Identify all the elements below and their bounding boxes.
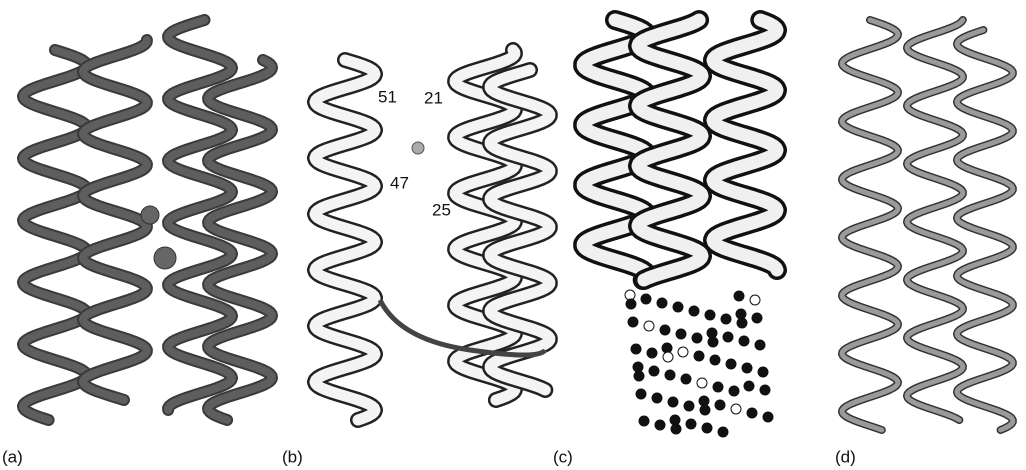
atom — [713, 382, 723, 392]
atom — [715, 400, 725, 410]
atom — [750, 295, 760, 305]
atom — [639, 416, 649, 426]
atom — [692, 333, 702, 343]
atom — [670, 415, 680, 425]
atom — [625, 290, 635, 300]
atom — [726, 359, 736, 369]
atom — [705, 310, 715, 320]
atom — [660, 325, 670, 335]
atom — [633, 362, 643, 372]
atom — [671, 424, 681, 434]
atom — [737, 318, 747, 328]
atom — [689, 306, 699, 316]
atom — [665, 370, 675, 380]
figure: (a) (b) (c) (d) 51 21 47 25 — [0, 0, 1026, 470]
atom — [734, 291, 744, 301]
atom — [628, 317, 638, 327]
atom — [668, 397, 678, 407]
atom — [752, 313, 762, 323]
atom — [758, 367, 768, 377]
atom — [678, 347, 688, 357]
atom — [684, 401, 694, 411]
atom — [700, 405, 710, 415]
atom — [736, 309, 746, 319]
residue-label: 51 — [378, 87, 397, 106]
atom — [721, 314, 731, 324]
panel-label: (c) — [553, 447, 573, 466]
atom — [755, 340, 765, 350]
atom — [681, 374, 691, 384]
atom — [631, 344, 641, 354]
structure-art — [23, 20, 1013, 437]
helix — [83, 40, 147, 400]
atom — [641, 294, 651, 304]
atom — [699, 396, 709, 406]
atom — [763, 412, 773, 422]
atom — [676, 329, 686, 339]
atom — [731, 404, 741, 414]
atom — [707, 328, 717, 338]
metal-ion — [154, 247, 176, 269]
panel-label: (d) — [835, 447, 856, 466]
atom — [739, 336, 749, 346]
atom — [655, 420, 665, 430]
atom — [723, 332, 733, 342]
atom — [626, 299, 636, 309]
residue-label: 21 — [424, 88, 443, 107]
atom — [649, 366, 659, 376]
metal-ion — [141, 206, 159, 224]
atom — [744, 381, 754, 391]
panel-label: (a) — [2, 447, 23, 466]
atom — [634, 371, 644, 381]
panel-label: (b) — [282, 447, 303, 466]
atom — [657, 298, 667, 308]
atom — [702, 423, 712, 433]
metal-ion — [412, 142, 424, 154]
atom — [697, 378, 707, 388]
helix — [315, 60, 375, 420]
atom — [760, 385, 770, 395]
atom — [742, 363, 752, 373]
atom — [662, 343, 672, 353]
atom — [647, 348, 657, 358]
atom — [729, 386, 739, 396]
atom — [710, 355, 720, 365]
atom — [636, 389, 646, 399]
atom — [708, 337, 718, 347]
atom — [673, 302, 683, 312]
atom — [686, 419, 696, 429]
residue-label: 25 — [432, 200, 451, 219]
atom — [718, 427, 728, 437]
atom — [663, 352, 673, 362]
residue-label: 47 — [390, 173, 409, 192]
atom — [652, 393, 662, 403]
atom — [644, 321, 654, 331]
atom — [694, 351, 704, 361]
atom — [747, 408, 757, 418]
